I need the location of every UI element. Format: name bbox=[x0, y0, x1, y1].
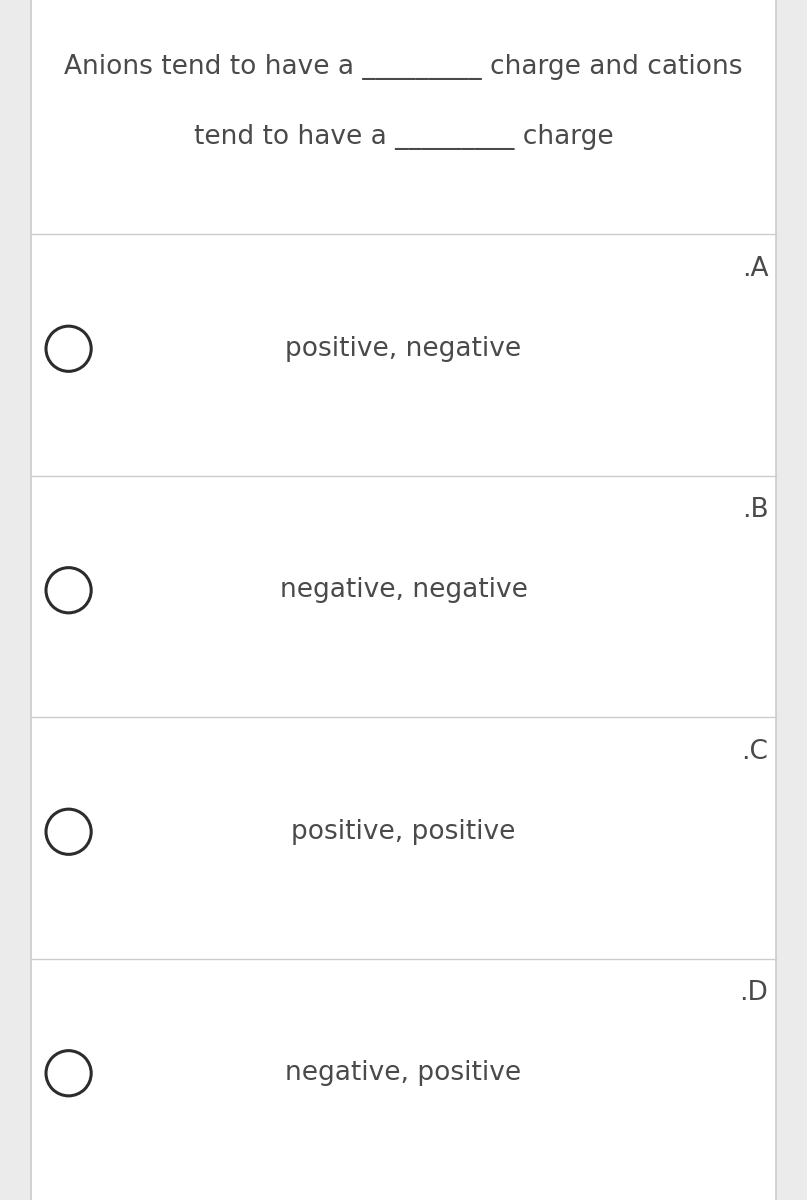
Text: negative, negative: negative, negative bbox=[279, 577, 528, 604]
Text: Anions tend to have a _________ charge and cations: Anions tend to have a _________ charge a… bbox=[65, 54, 742, 80]
Text: .B: .B bbox=[742, 497, 768, 523]
Text: positive, positive: positive, positive bbox=[291, 818, 516, 845]
Text: tend to have a _________ charge: tend to have a _________ charge bbox=[194, 124, 613, 150]
Text: positive, negative: positive, negative bbox=[286, 336, 521, 361]
Text: .D: .D bbox=[739, 980, 768, 1006]
Text: negative, positive: negative, positive bbox=[286, 1061, 521, 1086]
Text: .A: .A bbox=[742, 256, 768, 282]
Text: .C: .C bbox=[742, 739, 768, 764]
